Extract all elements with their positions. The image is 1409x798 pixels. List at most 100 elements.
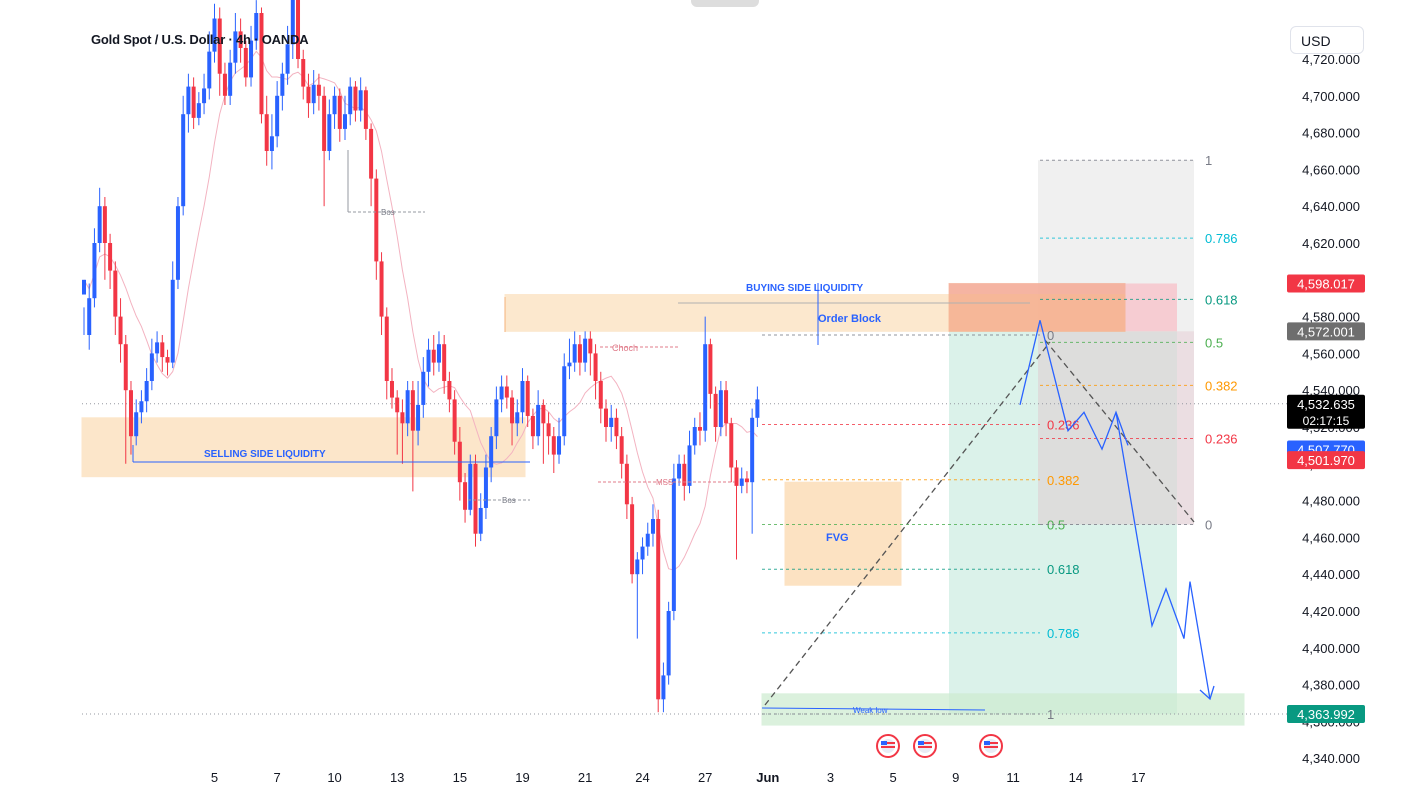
candle-5 xyxy=(108,233,113,289)
candle-body xyxy=(275,95,280,137)
candle-0 xyxy=(82,279,86,335)
candle-32 xyxy=(249,25,254,87)
candle-35 xyxy=(264,95,269,166)
flag-stripe xyxy=(881,746,895,748)
candle-body xyxy=(353,86,358,111)
candle-29 xyxy=(233,13,238,74)
candle-46 xyxy=(322,86,327,207)
candle-body xyxy=(306,86,311,104)
annotation-3: FVG xyxy=(826,532,849,544)
candle-body xyxy=(358,90,363,111)
candle-body xyxy=(149,353,154,381)
candle-126 xyxy=(739,467,744,494)
candle-120 xyxy=(708,338,713,409)
structure-layer xyxy=(132,150,1030,711)
candle-7 xyxy=(118,298,123,363)
candle-36 xyxy=(269,114,274,170)
candle-body xyxy=(666,611,671,676)
candle-98 xyxy=(593,344,598,400)
candle-124 xyxy=(729,417,734,483)
candle-body xyxy=(296,0,301,60)
candle-68 xyxy=(436,331,441,372)
candle-119 xyxy=(703,316,708,442)
x-axis-tick-label: 3 xyxy=(827,770,834,785)
candle-30 xyxy=(238,18,243,63)
candle-body xyxy=(369,128,374,179)
candle-body xyxy=(703,344,708,431)
candle-body xyxy=(567,362,572,367)
candle-body xyxy=(520,381,525,413)
candle-body xyxy=(243,47,248,78)
candle-23 xyxy=(202,73,207,115)
candle-45 xyxy=(316,73,321,111)
candle-body xyxy=(202,88,207,104)
candle-34 xyxy=(259,7,264,124)
candle-2 xyxy=(92,228,97,308)
candle-body xyxy=(635,559,640,575)
drag-handle[interactable] xyxy=(691,0,759,7)
price-badges: 4,598.0174,572.0014,532.63502:17:154,507… xyxy=(1287,274,1365,724)
candle-54 xyxy=(363,86,368,140)
candle-body xyxy=(311,84,316,104)
price-badge-text: 4,532.635 xyxy=(1297,397,1355,412)
candle-body xyxy=(483,467,488,508)
y-axis-tick-label: 4,460.000 xyxy=(1302,530,1360,545)
candle-body xyxy=(269,136,274,151)
x-axis-tick-label: 19 xyxy=(515,770,529,785)
candle-94 xyxy=(572,331,577,372)
candle-body xyxy=(729,423,734,468)
candle-90 xyxy=(551,427,556,473)
candle-body xyxy=(510,397,515,424)
candle-89 xyxy=(546,412,551,455)
candle-body xyxy=(645,533,650,547)
candle-48 xyxy=(332,86,337,129)
candle-body xyxy=(384,316,389,381)
candle-122 xyxy=(718,381,723,437)
candle-14 xyxy=(155,331,160,363)
candle-body xyxy=(640,546,645,560)
candle-78 xyxy=(489,427,494,483)
candle-body xyxy=(583,338,588,363)
x-axis-tick-label: 13 xyxy=(390,770,404,785)
candle-108 xyxy=(645,522,650,556)
x-axis-tick-label: 14 xyxy=(1069,770,1083,785)
candle-95 xyxy=(577,335,582,376)
candle-body xyxy=(687,445,692,486)
candle-body xyxy=(82,279,86,295)
candle-body xyxy=(228,62,233,96)
candle-113 xyxy=(671,463,676,621)
price-badge-0: 4,598.017 xyxy=(1287,274,1365,293)
us-event-flag-icon xyxy=(913,734,937,758)
candle-body xyxy=(196,103,201,118)
x-axis-tick-label: 5 xyxy=(211,770,218,785)
candle-112 xyxy=(666,601,671,685)
y-axis-tick-label: 4,620.000 xyxy=(1302,236,1360,251)
fib-main-label-0.382: 0.382 xyxy=(1047,473,1080,488)
candle-15 xyxy=(160,335,165,372)
candle-body xyxy=(630,504,635,575)
weak-low-line xyxy=(761,707,986,711)
zone-4 xyxy=(761,693,1245,726)
candle-116 xyxy=(687,430,692,494)
candle-16 xyxy=(165,349,170,376)
currency-button[interactable]: USD xyxy=(1290,26,1364,54)
candle-body xyxy=(327,114,332,151)
candle-body xyxy=(264,114,269,151)
candle-106 xyxy=(635,552,640,639)
annotation-1: Order Block xyxy=(818,313,882,325)
y-axis-tick-label: 4,640.000 xyxy=(1302,199,1360,214)
candle-123 xyxy=(724,381,729,437)
candle-body xyxy=(254,13,259,41)
candle-39 xyxy=(285,25,290,85)
y-axis-tick-label: 4,380.000 xyxy=(1302,678,1360,693)
y-axis-tick-label: 4,680.000 xyxy=(1302,126,1360,141)
candle-8 xyxy=(123,335,128,464)
candle-26 xyxy=(217,7,222,96)
candle-body xyxy=(400,412,405,424)
candle-body xyxy=(233,31,238,63)
candle-64 xyxy=(416,381,421,446)
candle-21 xyxy=(191,77,196,129)
candle-33 xyxy=(254,0,259,50)
